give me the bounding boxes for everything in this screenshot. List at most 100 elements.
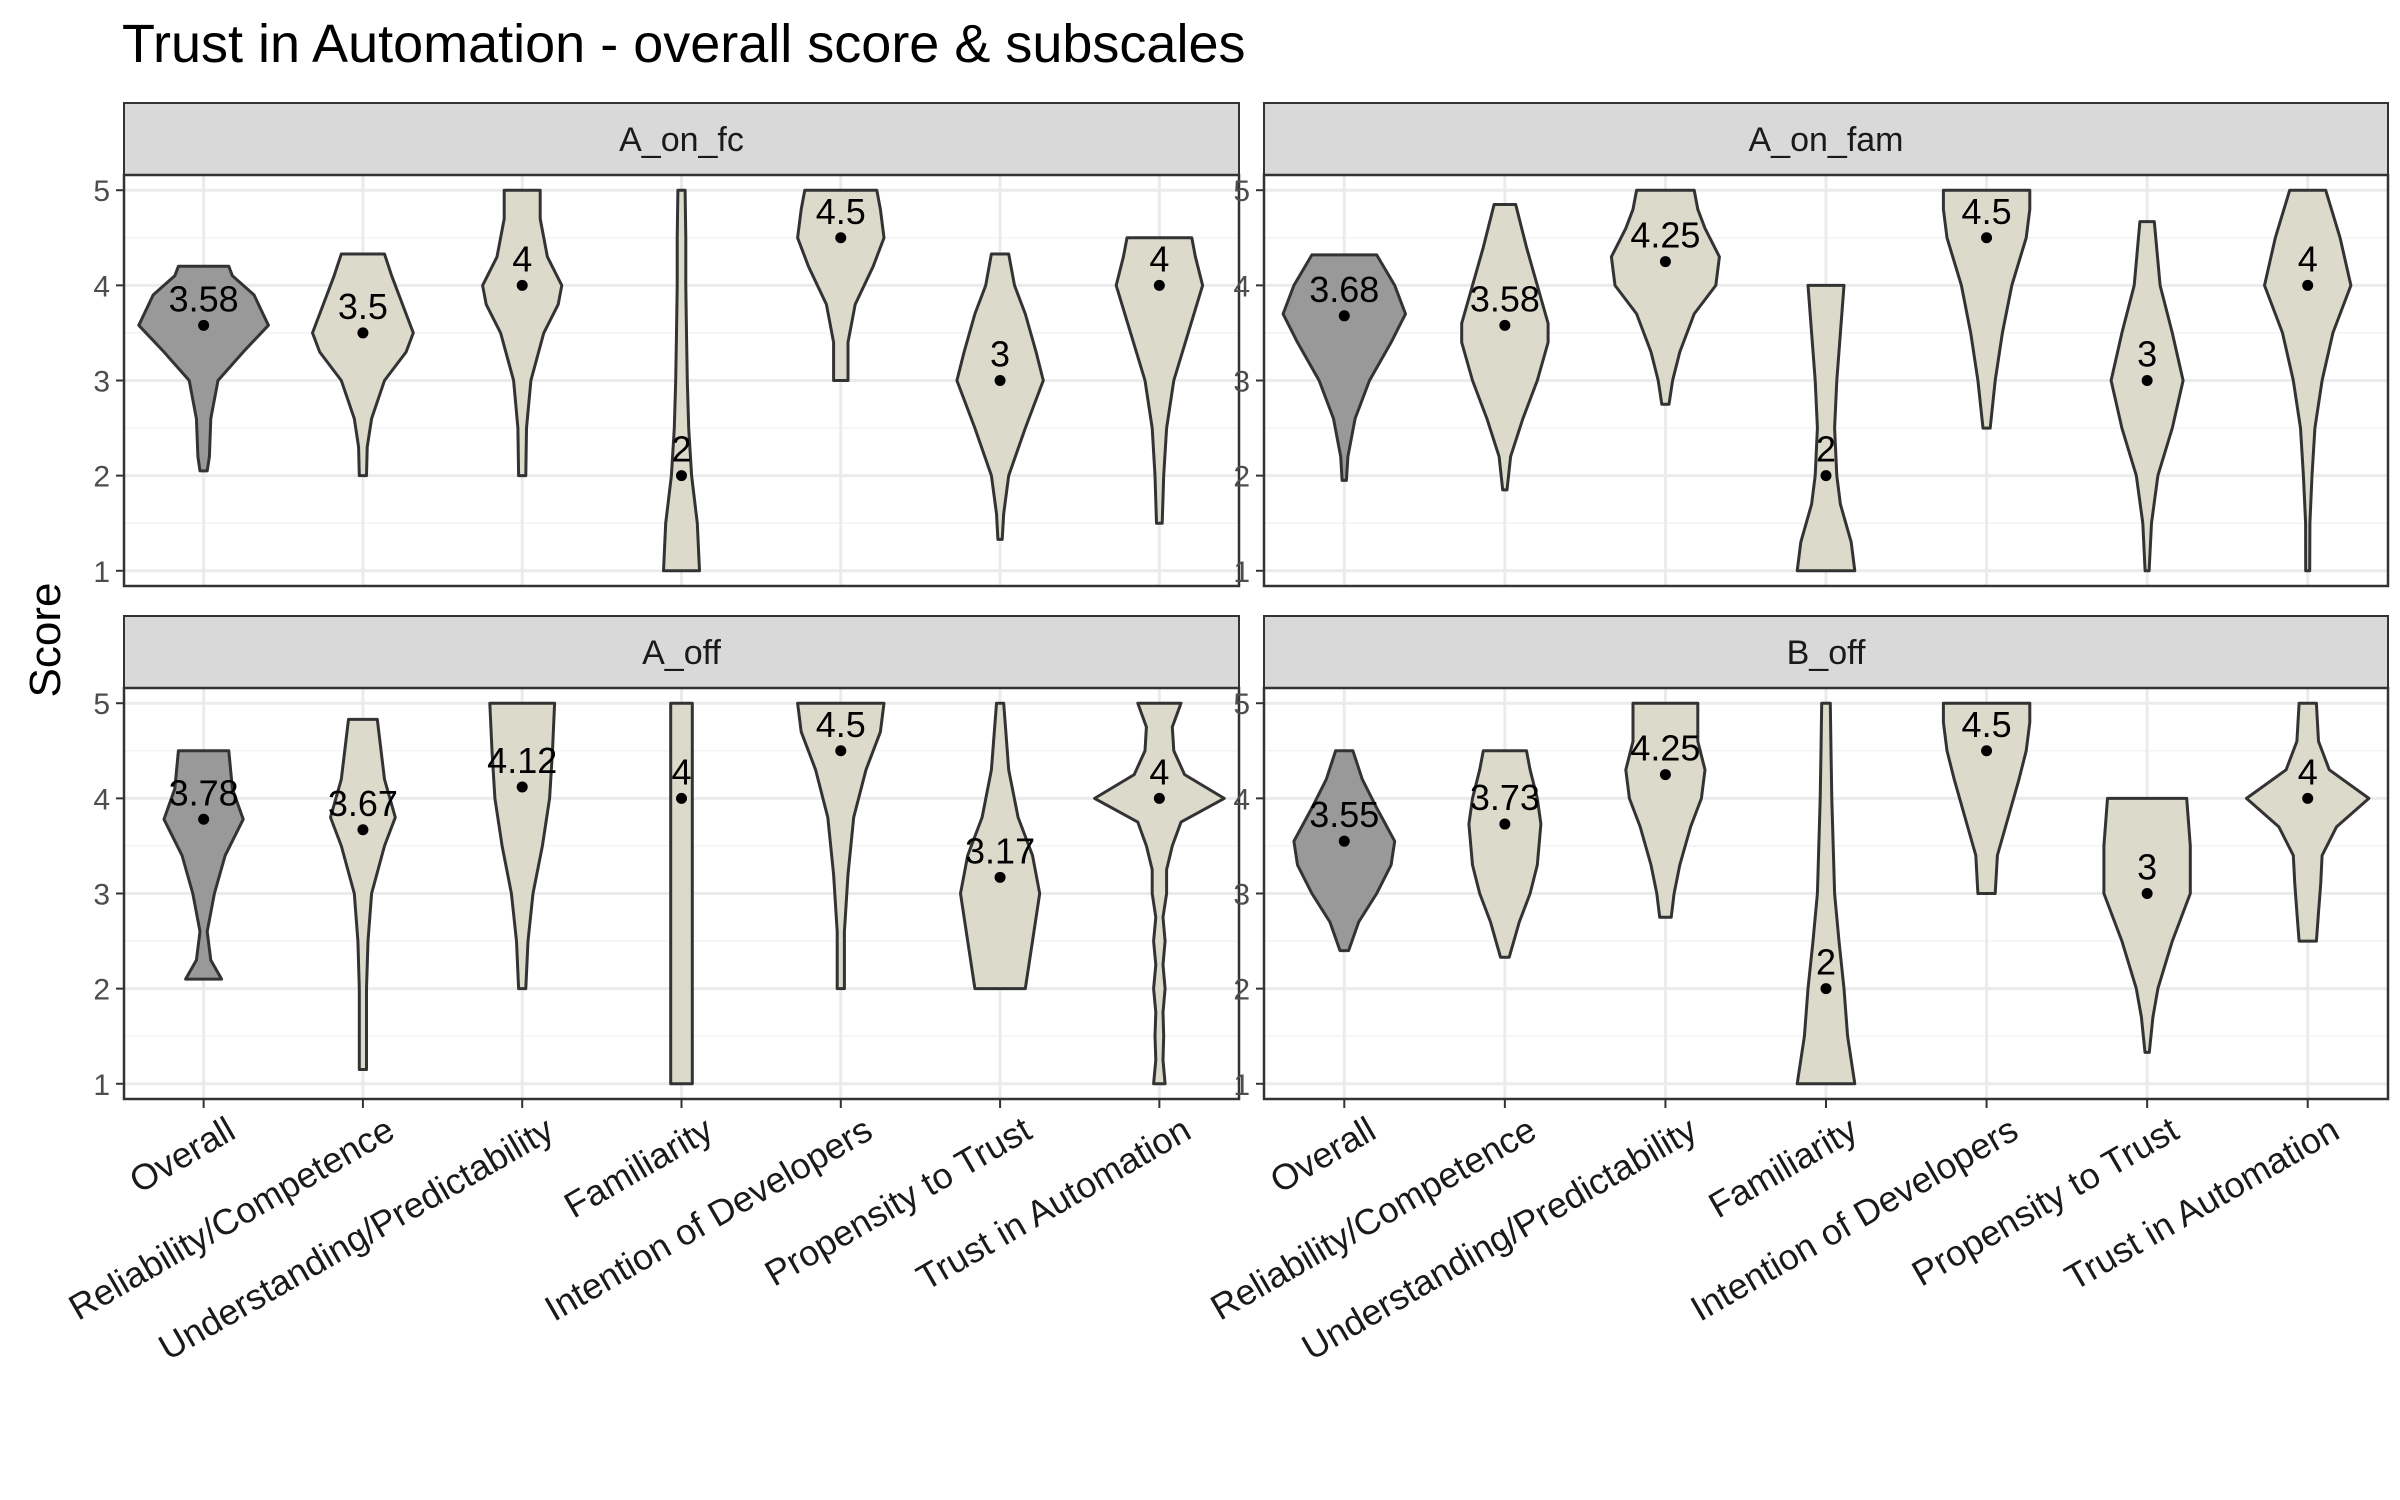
median-label: 4.25 bbox=[1630, 215, 1700, 256]
median-point bbox=[1338, 835, 1350, 847]
median-label: 4.5 bbox=[1962, 191, 2012, 232]
violin-trust-in-automation bbox=[2245, 701, 2371, 943]
median-label: 3.58 bbox=[1470, 278, 1540, 319]
x-tick-label: Propensity to Trust bbox=[758, 1108, 1038, 1294]
median-label: 4 bbox=[512, 238, 532, 279]
median-label: 3.67 bbox=[328, 783, 398, 824]
y-tick-label: 3 bbox=[93, 879, 110, 912]
median-point bbox=[516, 781, 528, 793]
median-label: 4.12 bbox=[487, 740, 557, 781]
violin-overall bbox=[1292, 749, 1397, 953]
median-label: 4 bbox=[2298, 238, 2318, 279]
violin-understanding-predictability bbox=[1609, 188, 1721, 406]
median-label: 4.5 bbox=[816, 191, 866, 232]
violin-propensity-to-trust bbox=[959, 701, 1042, 991]
facet-label: A_on_fam bbox=[1749, 121, 1904, 159]
median-point bbox=[198, 813, 210, 825]
panel-a-on-fam: A_on_fam 1 2 3 4 5 3.68 3.58 4.25 2 4.5 3 4 bbox=[1233, 102, 2390, 589]
facet-label: A_on_fc bbox=[619, 121, 744, 159]
median-label: 3 bbox=[2137, 847, 2157, 888]
facet-label: B_off bbox=[1787, 634, 1866, 672]
facet-strip bbox=[1263, 102, 2389, 176]
violin-intention-of-developers bbox=[796, 188, 886, 382]
violin-trust-in-automation bbox=[1114, 236, 1205, 525]
median-label: 2 bbox=[1816, 942, 1836, 983]
y-tick-label: 1 bbox=[1233, 1069, 1250, 1102]
violin-intention-of-developers bbox=[796, 701, 886, 991]
violin-understanding-predictability bbox=[481, 188, 564, 478]
y-tick-label: 2 bbox=[93, 974, 110, 1007]
x-tick-label: Trust in Automation bbox=[2058, 1108, 2346, 1298]
x-tick-label: Trust in Automation bbox=[909, 1108, 1197, 1298]
median-point bbox=[2302, 792, 2314, 804]
median-point bbox=[1499, 319, 1511, 331]
median-point bbox=[835, 745, 847, 757]
violin-intention-of-developers bbox=[1941, 701, 2032, 895]
y-tick-label: 5 bbox=[1233, 688, 1250, 721]
violin-understanding-predictability bbox=[1624, 701, 1707, 919]
median-label: 4 bbox=[1149, 751, 1169, 792]
violin-reliability-competence bbox=[1460, 203, 1550, 492]
panel-border bbox=[122, 173, 1241, 588]
y-tick-label: 2 bbox=[1233, 974, 1250, 1007]
median-label: 3.17 bbox=[965, 830, 1035, 871]
violin-understanding-predictability bbox=[488, 701, 557, 991]
facet-strip bbox=[123, 102, 1240, 176]
median-point bbox=[2141, 375, 2153, 386]
violin-trust-in-automation bbox=[1093, 701, 1226, 1086]
median-point bbox=[357, 824, 369, 836]
y-tick-label: 5 bbox=[93, 688, 110, 721]
y-tick-label: 4 bbox=[93, 783, 110, 816]
median-point bbox=[835, 232, 847, 244]
violin-overall bbox=[1281, 253, 1407, 482]
y-tick-label: 5 bbox=[93, 175, 110, 208]
violin-propensity-to-trust bbox=[955, 252, 1045, 541]
median-label: 3.73 bbox=[1470, 777, 1540, 818]
facet-strip bbox=[1263, 615, 2389, 689]
facet-panels: A_on_fc 1 2 3 4 5 3.58 3.5 4 2 4.5 3 4 A_on_fam 1 2 3 4 5 3… bbox=[62, 102, 2390, 1368]
median-point bbox=[198, 319, 210, 331]
median-point bbox=[1659, 256, 1671, 268]
x-tick-label: Propensity to Trust bbox=[1905, 1108, 2185, 1294]
y-tick-label: 4 bbox=[1233, 783, 1250, 816]
y-tick-label: 3 bbox=[1233, 879, 1250, 912]
violin-overall bbox=[162, 749, 245, 981]
median-label: 4.25 bbox=[1630, 728, 1700, 769]
median-label: 3.58 bbox=[169, 278, 239, 319]
median-point bbox=[2302, 279, 2314, 291]
median-point bbox=[994, 871, 1006, 883]
violin-trust-in-automation bbox=[2263, 188, 2353, 573]
median-point bbox=[1659, 769, 1671, 781]
median-label: 2 bbox=[1816, 429, 1836, 470]
median-point bbox=[676, 792, 687, 804]
x-tick-label: Overall bbox=[1263, 1108, 1382, 1201]
median-label: 3.5 bbox=[338, 286, 388, 327]
violin-intention-of-developers bbox=[1941, 188, 2032, 430]
chart-title: Trust in Automation - overall score & su… bbox=[122, 14, 1245, 74]
violin-overall bbox=[137, 264, 270, 473]
violin-familiarity bbox=[1795, 283, 1857, 573]
violin-propensity-to-trust bbox=[2109, 220, 2185, 573]
median-label: 3.68 bbox=[1309, 269, 1379, 310]
y-tick-label: 2 bbox=[1233, 461, 1250, 494]
violin-familiarity bbox=[662, 188, 701, 573]
y-tick-label: 1 bbox=[93, 556, 110, 589]
median-point bbox=[1338, 310, 1350, 322]
median-point bbox=[357, 327, 369, 339]
median-point bbox=[676, 470, 687, 482]
violin-reliability-competence bbox=[329, 717, 397, 1071]
facet-label: A_off bbox=[642, 634, 721, 672]
median-label: 4 bbox=[2298, 751, 2318, 792]
median-label: 2 bbox=[671, 429, 691, 470]
violin-familiarity bbox=[1795, 701, 1857, 1086]
median-point bbox=[994, 375, 1006, 386]
median-point bbox=[1153, 792, 1165, 804]
y-tick-label: 3 bbox=[93, 366, 110, 399]
facet-strip bbox=[123, 615, 1240, 689]
y-tick-label: 2 bbox=[93, 461, 110, 494]
y-tick-label: 1 bbox=[1233, 556, 1250, 589]
panel-a-on-fc: A_on_fc 1 2 3 4 5 3.58 3.5 4 2 4.5 3 4 bbox=[93, 102, 1241, 589]
median-label: 4.5 bbox=[1962, 704, 2012, 745]
